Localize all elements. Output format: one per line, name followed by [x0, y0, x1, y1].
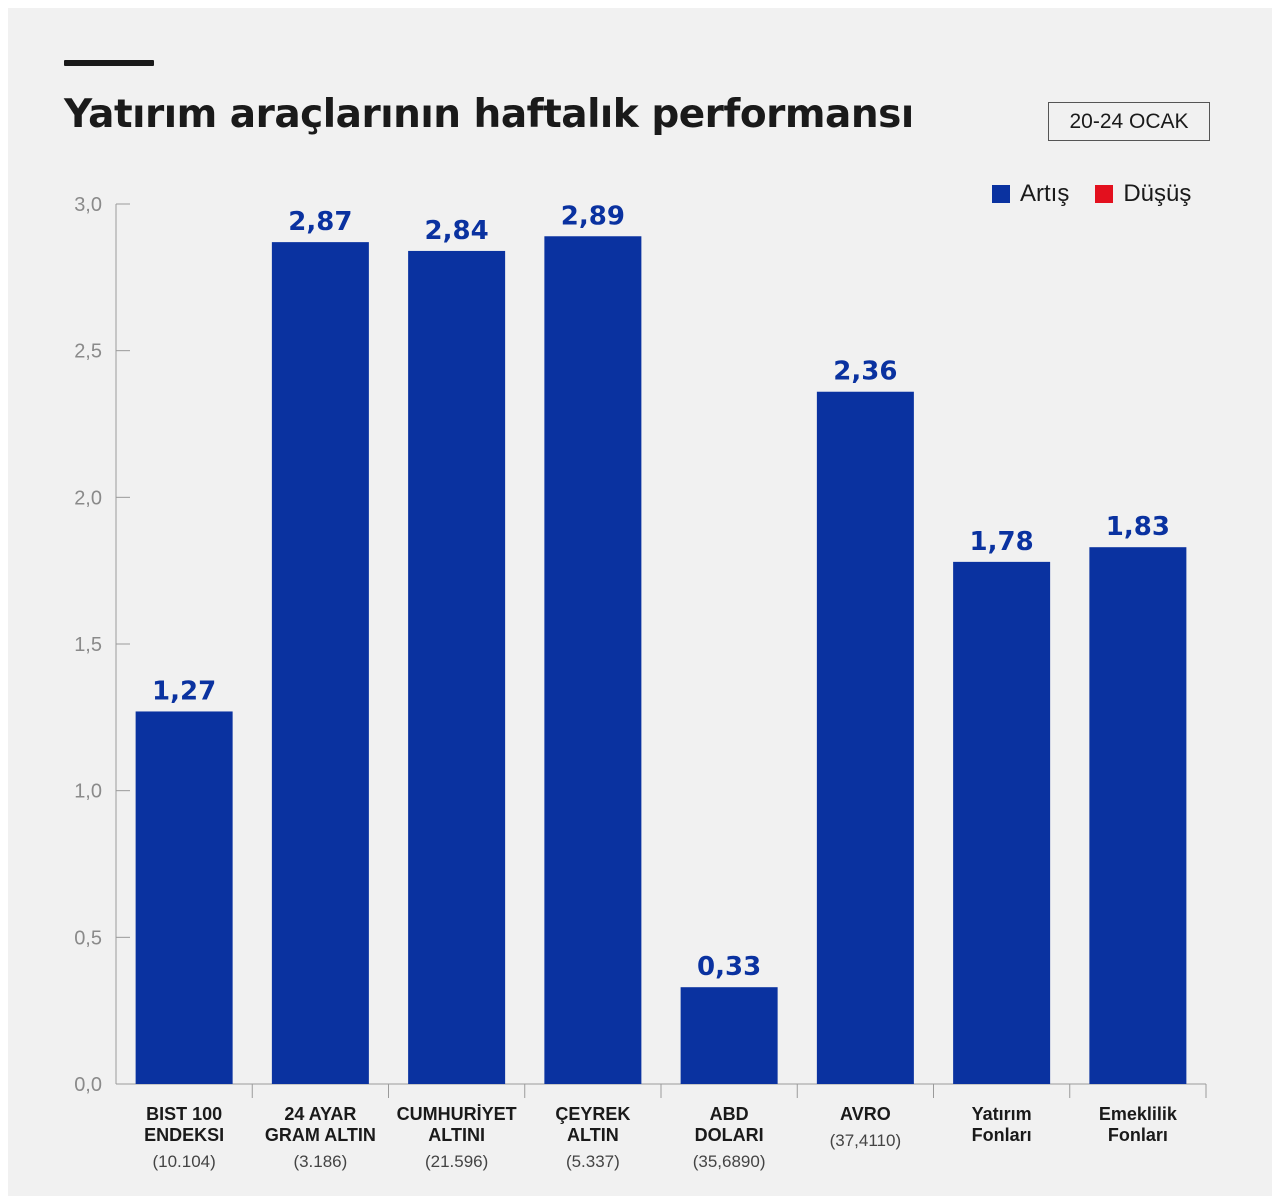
x-category-sublabel: (37,4110) — [830, 1131, 902, 1150]
bar — [680, 987, 778, 1084]
y-tick-label: 0,0 — [74, 1074, 102, 1096]
bar-value-label: 1,27 — [152, 676, 216, 706]
bar — [544, 236, 642, 1084]
x-category-sublabel: (35,6890) — [693, 1152, 766, 1171]
x-category-sublabel: (3.186) — [293, 1152, 347, 1171]
legend-label-decrease: Düşüş — [1123, 180, 1192, 207]
legend-item-increase: Artış — [992, 180, 1069, 208]
bar — [408, 250, 506, 1084]
legend-swatch-decrease — [1095, 185, 1114, 203]
legend: Artış Düşüş — [992, 180, 1191, 208]
bar — [135, 711, 233, 1084]
bar-value-label: 2,36 — [833, 357, 897, 387]
y-tick-label: 1,0 — [74, 781, 102, 803]
x-category-label: BIST 100 — [146, 1104, 222, 1124]
legend-label-increase: Artış — [1020, 180, 1070, 207]
x-category-label: Yatırım — [972, 1104, 1032, 1124]
x-category-label: 24 AYAR — [284, 1104, 356, 1124]
y-tick-label: 1,5 — [74, 634, 102, 656]
legend-item-decrease: Düşüş — [1095, 180, 1191, 208]
bar-value-label: 1,83 — [1106, 512, 1170, 542]
x-category-label: ENDEKSI — [144, 1125, 224, 1145]
x-category-label: DOLARI — [695, 1125, 764, 1145]
x-category-label: AVRO — [840, 1104, 891, 1124]
bar-value-label: 2,89 — [561, 201, 625, 231]
bar-value-label: 0,33 — [697, 952, 761, 982]
y-tick-label: 2,5 — [74, 341, 102, 363]
x-category-label: CUMHURİYET — [397, 1104, 517, 1124]
y-tick-label: 3,0 — [74, 194, 102, 216]
x-category-label: GRAM ALTIN — [265, 1125, 376, 1145]
x-category-sublabel: (5.337) — [566, 1152, 620, 1171]
x-category-label: ALTINI — [428, 1125, 485, 1145]
bar — [816, 391, 914, 1084]
x-category-sublabel: (21.596) — [425, 1152, 488, 1171]
bar — [271, 242, 369, 1085]
legend-swatch-increase — [992, 185, 1010, 203]
x-category-label: ALTIN — [567, 1125, 619, 1145]
bar-value-label: 2,84 — [425, 216, 489, 246]
bar — [1089, 547, 1187, 1084]
x-category-label: Fonları — [1108, 1125, 1168, 1145]
bar-value-label: 1,78 — [970, 527, 1034, 557]
date-badge: 20-24 OCAK — [1048, 102, 1210, 141]
x-category-label: Emeklilik — [1099, 1104, 1178, 1124]
y-tick-label: 2,0 — [74, 487, 102, 509]
bar — [953, 561, 1051, 1084]
bar-value-label: 2,87 — [288, 207, 352, 237]
x-category-label: Fonları — [972, 1125, 1032, 1145]
title-accent-rule — [64, 60, 154, 66]
x-category-sublabel: (10.104) — [152, 1152, 215, 1171]
y-tick-label: 0,5 — [74, 927, 102, 949]
x-category-label: ÇEYREK — [555, 1104, 630, 1124]
x-category-label: ABD — [710, 1104, 749, 1124]
chart-title: Yatırım araçlarının haftalık performansı — [64, 92, 914, 137]
